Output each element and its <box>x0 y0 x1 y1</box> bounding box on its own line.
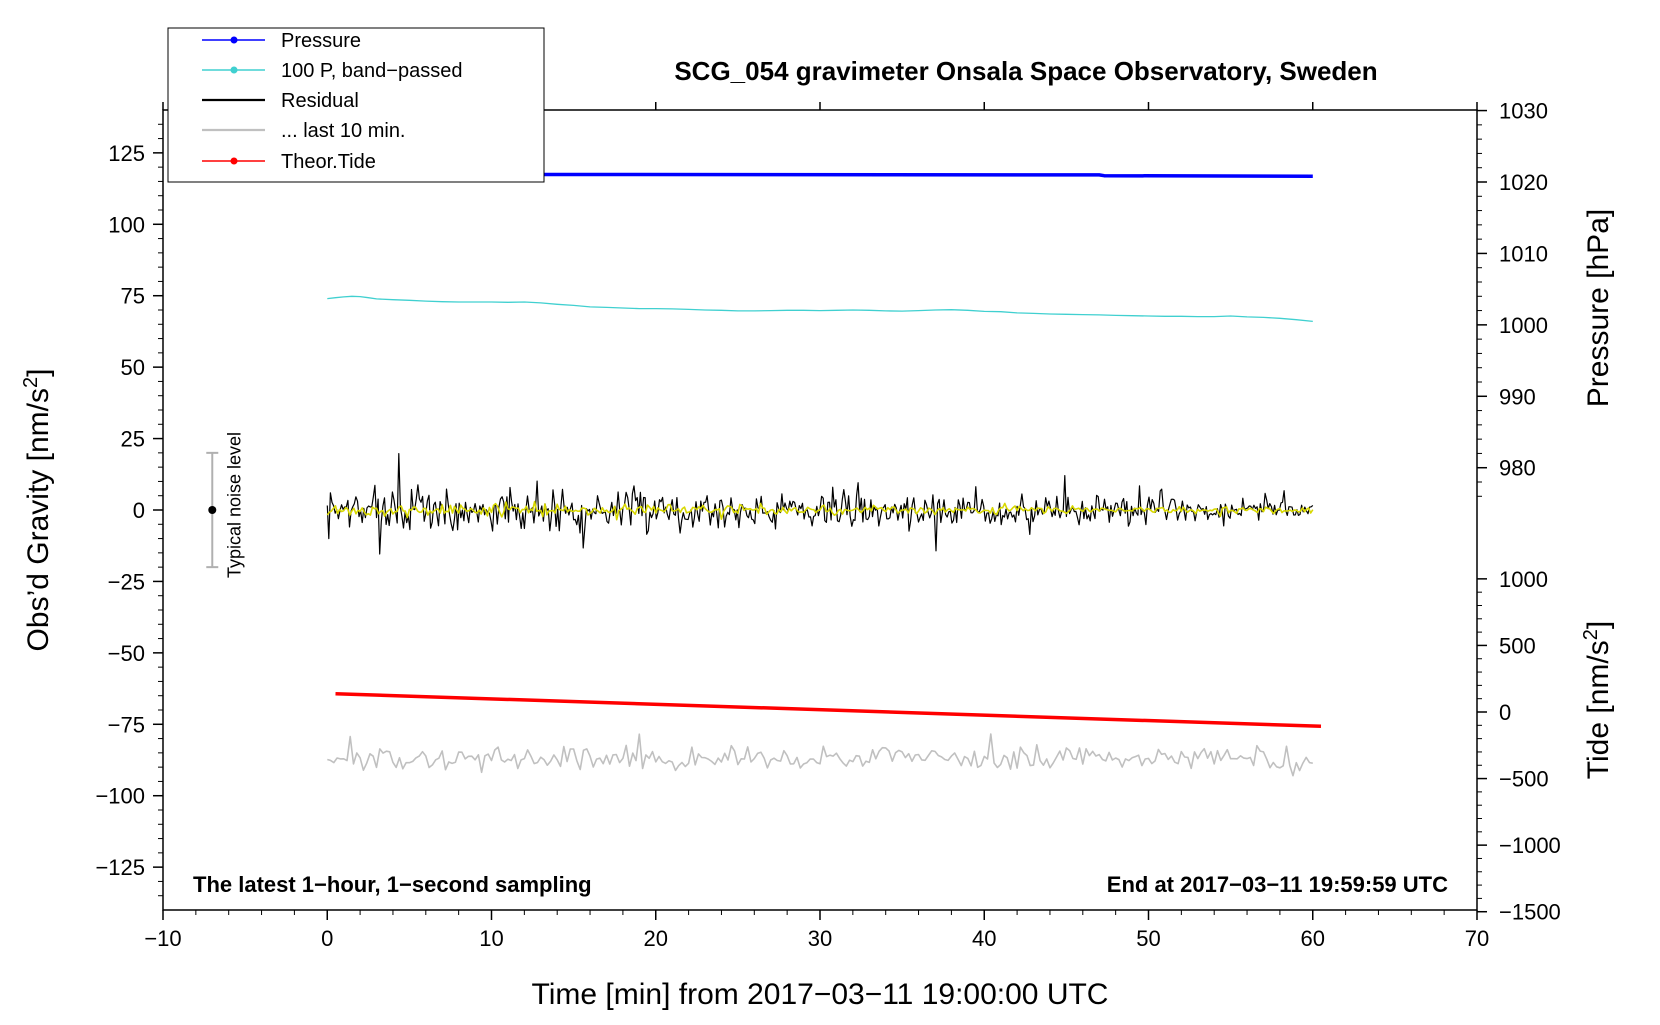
series-layer <box>326 172 1322 777</box>
x-axis-title: Time [min] from 2017−03−11 19:00:00 UTC <box>532 978 1109 1011</box>
y-pressure-tick-label: 980 <box>1499 456 1536 481</box>
noise-indicator: Typical noise level <box>206 432 244 578</box>
x-tick-label: −10 <box>144 926 181 951</box>
annotation-sampling: The latest 1−hour, 1−second sampling <box>193 872 592 897</box>
y-axis-left-title-close: ] <box>22 369 55 377</box>
series-smoothed <box>326 500 1314 521</box>
y-axis-tide-title-sup: 2 <box>1580 629 1602 640</box>
y-left-tick-label: 25 <box>121 427 145 452</box>
y-tide-tick-label: −500 <box>1499 767 1549 792</box>
y-left-tick-label: 75 <box>121 284 145 309</box>
y-left-tick-label: −100 <box>95 784 145 809</box>
y-axis-left-title-main: Obs’d Gravity [nm/s <box>22 388 55 651</box>
legend: Pressure 100 P, band−passed Residual ...… <box>167 27 545 183</box>
legend-marker-bandpassed <box>230 66 238 74</box>
y-tide-tick-label: −1000 <box>1499 833 1561 858</box>
annotation-end-time: End at 2017−03−11 19:59:59 UTC <box>1107 872 1448 897</box>
y-axis-tide-title-close: ] <box>1582 621 1615 629</box>
x-tick-label: 60 <box>1301 926 1325 951</box>
x-tick-label: 20 <box>644 926 668 951</box>
y-left-tick-label: −75 <box>108 712 145 737</box>
series-100-p-band-passed <box>327 295 1313 323</box>
y-pressure-tick-label: 1000 <box>1499 313 1548 338</box>
x-tick-label: 0 <box>321 926 333 951</box>
legend-label-last10: ... last 10 min. <box>281 120 406 142</box>
legend-marker-pressure <box>230 36 238 44</box>
x-tick-label: 30 <box>808 926 832 951</box>
y-axis-tide-title: Tide [nm/s2] <box>1580 621 1615 779</box>
y-left-tick-label: −50 <box>108 641 145 666</box>
noise-center-dot <box>208 506 217 514</box>
y-pressure-tick-label: 1030 <box>1499 99 1548 124</box>
y-pressure-tick-label: 1010 <box>1499 241 1548 266</box>
legend-entry-bandpassed: 100 P, band−passed <box>202 60 462 82</box>
y-left-tick-label: 125 <box>108 141 145 166</box>
x-tick-label: 40 <box>972 926 996 951</box>
series--last-10-min- <box>327 733 1313 777</box>
legend-label-tide: Theor.Tide <box>281 151 376 173</box>
y-left-tick-label: 0 <box>133 498 145 523</box>
y-axis-pressure-title: Pressure [hPa] <box>1582 209 1615 407</box>
y-pressure-tick-label: 1020 <box>1499 170 1548 195</box>
legend-entry-residual: Residual <box>202 90 359 112</box>
legend-entry-pressure: Pressure <box>202 30 361 52</box>
y-axis-left-title-sup: 2 <box>20 377 42 388</box>
series-theor-tide <box>335 691 1322 729</box>
y-left-tick-label: 100 <box>108 212 145 237</box>
y-left-tick-label: −25 <box>108 569 145 594</box>
y-left-tick-label: −125 <box>95 855 145 880</box>
chart-title: SCG_054 gravimeter Onsala Space Observat… <box>674 56 1377 86</box>
legend-entry-last10: ... last 10 min. <box>202 120 406 142</box>
y-axis-tide-title-main: Tide [nm/s <box>1582 640 1615 779</box>
y-tide-tick-label: 500 <box>1499 633 1536 658</box>
legend-label-residual: Residual <box>281 90 359 112</box>
series-pressure <box>327 172 1313 179</box>
legend-entry-tide: Theor.Tide <box>202 151 376 173</box>
legend-label-bandpassed: 100 P, band−passed <box>281 60 462 82</box>
y-pressure-tick-label: 990 <box>1499 384 1536 409</box>
axis-ticks: −10 0 10 20 30 40 50 60 701251007550250−25−50−75… <box>95 99 1560 951</box>
legend-label-pressure: Pressure <box>281 30 361 52</box>
y-left-tick-label: 50 <box>121 355 145 380</box>
legend-box <box>167 27 545 183</box>
noise-label: Typical noise level <box>224 432 244 578</box>
legend-marker-tide <box>230 157 238 165</box>
y-tide-tick-label: 1000 <box>1499 567 1548 592</box>
x-tick-label: 50 <box>1136 926 1160 951</box>
y-tide-tick-label: 0 <box>1499 700 1511 725</box>
y-tide-tick-label: −1500 <box>1499 900 1561 925</box>
x-tick-label: 70 <box>1465 926 1489 951</box>
y-axis-left-title: Obs’d Gravity [nm/s2] <box>20 369 55 652</box>
x-tick-label: 10 <box>479 926 503 951</box>
